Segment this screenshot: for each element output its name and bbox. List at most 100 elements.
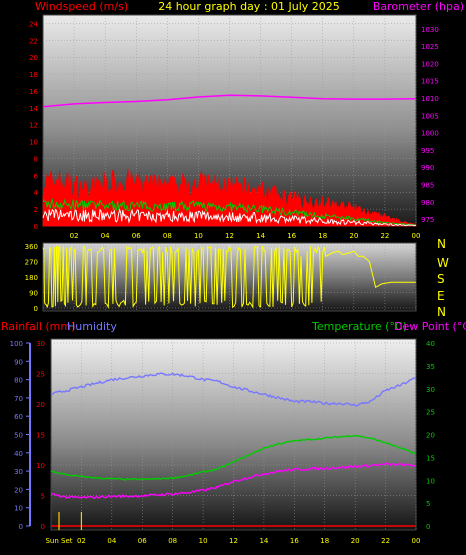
tick-label-temperature: 15 bbox=[426, 454, 435, 462]
compass-label-e: E bbox=[437, 289, 445, 303]
tick-label-barometer: 1015 bbox=[421, 78, 439, 86]
wind-average-series bbox=[42, 198, 417, 226]
tick-label-hour: 16 bbox=[287, 232, 296, 240]
tick-label-humidity: 90 bbox=[14, 358, 23, 366]
chart-title: 24 hour graph day : 01 July 2025 bbox=[158, 0, 340, 13]
tick-label-barometer: 1005 bbox=[421, 112, 439, 120]
tick-label-hour: 00 bbox=[412, 537, 421, 545]
tick-label-hour: 14 bbox=[259, 537, 268, 545]
tick-label-humidity: 80 bbox=[14, 377, 23, 385]
tick-label-hour: 12 bbox=[225, 232, 234, 240]
tick-label-temperature: 20 bbox=[426, 432, 435, 440]
tick-label-barometer: 1020 bbox=[421, 60, 439, 68]
tick-label-humidity: 60 bbox=[14, 413, 23, 421]
compass-label-w: W bbox=[437, 256, 449, 270]
tick-label-wind: 16 bbox=[29, 88, 38, 96]
wind-panel-layer: 0246810121416182022249759809859909951000… bbox=[29, 15, 439, 240]
tick-label-rain: 15 bbox=[36, 432, 45, 440]
humidity-series bbox=[50, 372, 417, 407]
tick-label-wind: 0 bbox=[34, 223, 38, 231]
tick-label-direction: 0 bbox=[34, 305, 38, 313]
tick-label-temperature: 10 bbox=[426, 477, 435, 485]
tick-label-hour: 16 bbox=[290, 537, 299, 545]
tick-label-rain: 5 bbox=[41, 493, 45, 501]
tick-label-barometer: 1030 bbox=[421, 26, 439, 34]
tick-label-wind: 20 bbox=[29, 54, 38, 62]
tick-label-wind: 10 bbox=[29, 139, 38, 147]
tick-label-temperature: 25 bbox=[426, 409, 435, 417]
tick-label-wind: 24 bbox=[29, 20, 38, 28]
tick-label-hour: 06 bbox=[132, 232, 141, 240]
rainfall-axis-title: Rainfall (mm) bbox=[1, 320, 75, 333]
windspeed-axis-title: Windspeed (m/s) bbox=[35, 0, 128, 13]
tick-label-temperature: 40 bbox=[426, 340, 435, 348]
tick-label-direction: 270 bbox=[25, 259, 38, 267]
tick-label-wind: 18 bbox=[29, 71, 38, 79]
tick-label-hour: 02 bbox=[70, 232, 79, 240]
tick-label-hour: 06 bbox=[138, 537, 147, 545]
tick-label-hour: 12 bbox=[229, 537, 238, 545]
tick-label-humidity: 10 bbox=[14, 505, 23, 513]
tick-label-barometer: 995 bbox=[421, 147, 434, 155]
tick-label-barometer: 980 bbox=[421, 199, 434, 207]
tick-label-hour: 04 bbox=[101, 232, 110, 240]
tick-label-wind: 14 bbox=[29, 105, 38, 113]
tick-label-wind: 6 bbox=[34, 172, 39, 180]
tick-label-temperature: 0 bbox=[426, 523, 430, 531]
tick-label-humidity: 30 bbox=[14, 468, 23, 476]
tick-label-rain: 20 bbox=[36, 401, 45, 409]
direction-panel-layer: 360 270 180 90 0 bbox=[25, 243, 417, 313]
tick-label-rain: 10 bbox=[36, 462, 45, 470]
tick-label-hour: 08 bbox=[163, 232, 172, 240]
tick-label-temperature: 5 bbox=[426, 500, 430, 508]
tick-label-hour: 02 bbox=[77, 537, 86, 545]
tick-label-rain: 25 bbox=[36, 371, 45, 379]
tick-label-temperature: 30 bbox=[426, 386, 435, 394]
tick-label-barometer: 1000 bbox=[421, 130, 439, 138]
tick-label-barometer: 985 bbox=[421, 181, 434, 189]
tick-label-hour: 10 bbox=[199, 537, 208, 545]
dewpoint-series bbox=[50, 462, 417, 500]
tick-label-hour: 04 bbox=[107, 537, 116, 545]
tick-label-hour: 14 bbox=[256, 232, 265, 240]
tick-label-direction: 360 bbox=[25, 243, 38, 251]
temperature-panel-layer: 0102030405060708090100051015202530051015… bbox=[10, 339, 435, 545]
tick-label-hour: 18 bbox=[320, 537, 329, 545]
tick-label-hour: 08 bbox=[168, 537, 177, 545]
tick-label-direction: 180 bbox=[25, 274, 38, 282]
tick-label-hour: Sun Set bbox=[45, 537, 72, 545]
wind-direction-series bbox=[42, 244, 416, 310]
tick-label-hour: 22 bbox=[381, 537, 390, 545]
tick-label-wind: 4 bbox=[34, 189, 39, 197]
barometer-series bbox=[42, 94, 417, 108]
tick-label-rain: 0 bbox=[41, 523, 45, 531]
tick-label-barometer: 975 bbox=[421, 216, 434, 224]
tick-label-temperature: 35 bbox=[426, 363, 435, 371]
compass-label-s: S bbox=[437, 272, 445, 286]
tick-label-wind: 8 bbox=[34, 155, 38, 163]
barometer-axis-title: Barometer (hpa) bbox=[373, 0, 464, 13]
tick-label-barometer: 990 bbox=[421, 164, 434, 172]
compass-label-n-top: N bbox=[437, 237, 446, 251]
tick-label-humidity: 40 bbox=[14, 450, 23, 458]
tick-label-hour: 22 bbox=[380, 232, 389, 240]
tick-label-humidity: 20 bbox=[14, 486, 23, 494]
tick-label-hour: 10 bbox=[194, 232, 203, 240]
dewpoint-axis-title: Dew Point (°C) bbox=[394, 320, 466, 333]
tick-label-rain: 30 bbox=[36, 340, 45, 348]
compass-label-n-bottom: N bbox=[437, 305, 446, 319]
tick-label-barometer: 1025 bbox=[421, 43, 439, 51]
tick-label-wind: 22 bbox=[29, 37, 38, 45]
tick-label-barometer: 1010 bbox=[421, 95, 439, 103]
tick-label-hour: 00 bbox=[412, 232, 421, 240]
tick-label-direction: 90 bbox=[29, 290, 38, 298]
tick-label-humidity: 0 bbox=[19, 523, 23, 531]
tick-label-wind: 12 bbox=[29, 122, 38, 130]
temperature-series bbox=[50, 434, 417, 481]
tick-label-hour: 18 bbox=[318, 232, 327, 240]
tick-label-humidity: 100 bbox=[10, 340, 23, 348]
wind-speed-series bbox=[42, 208, 417, 227]
temperature-axis-title: Temperature (°C) bbox=[311, 320, 407, 333]
tick-label-hour: 20 bbox=[351, 537, 360, 545]
